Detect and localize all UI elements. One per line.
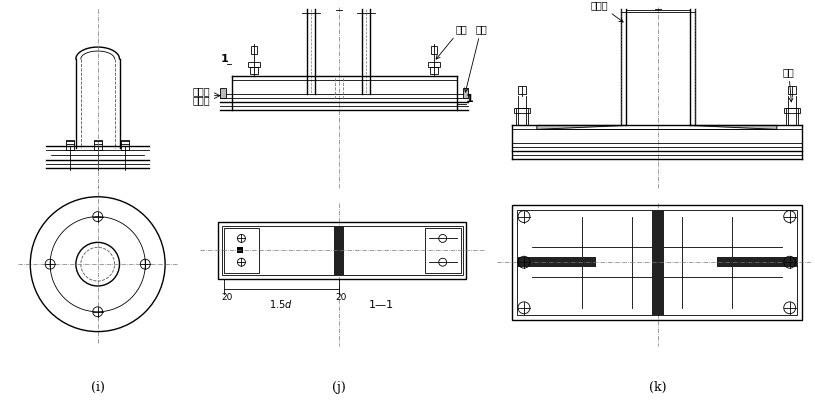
- Text: 靴架: 靴架: [436, 24, 467, 60]
- Bar: [786, 108, 798, 126]
- Text: 20: 20: [335, 292, 346, 301]
- Polygon shape: [689, 126, 777, 130]
- Bar: [430, 68, 438, 75]
- Bar: [431, 47, 437, 55]
- Bar: [249, 63, 260, 68]
- Text: (j): (j): [332, 380, 346, 393]
- Bar: [425, 228, 460, 273]
- Bar: [94, 141, 102, 151]
- Text: 垫板: 垫板: [465, 24, 487, 93]
- Bar: [121, 141, 130, 151]
- Bar: [518, 87, 526, 94]
- Text: (k): (k): [649, 380, 667, 393]
- Bar: [333, 226, 344, 275]
- Polygon shape: [537, 126, 626, 130]
- Bar: [514, 108, 530, 114]
- Bar: [516, 108, 528, 126]
- Bar: [251, 47, 258, 55]
- Text: 箱形柱: 箱形柱: [591, 0, 623, 23]
- Text: 靴架: 靴架: [783, 67, 795, 103]
- Text: 1.5$d$: 1.5$d$: [269, 297, 293, 309]
- Bar: [652, 210, 663, 315]
- Bar: [717, 257, 796, 267]
- Bar: [784, 108, 800, 114]
- Bar: [218, 222, 466, 279]
- Text: 1—1: 1—1: [368, 299, 394, 309]
- Bar: [237, 248, 244, 254]
- Bar: [250, 68, 258, 75]
- Bar: [219, 89, 226, 98]
- Bar: [222, 226, 463, 275]
- Bar: [517, 210, 796, 315]
- Text: 锚栓支: 锚栓支: [192, 85, 209, 95]
- Text: 20: 20: [221, 292, 232, 301]
- Text: (i): (i): [90, 380, 104, 393]
- Bar: [223, 228, 259, 273]
- Bar: [428, 63, 440, 68]
- Bar: [512, 205, 802, 320]
- Text: 1: 1: [465, 93, 474, 103]
- Bar: [788, 87, 795, 94]
- Text: 承托座: 承托座: [192, 95, 209, 105]
- Bar: [66, 141, 74, 151]
- Bar: [517, 257, 597, 267]
- Bar: [463, 89, 469, 98]
- Text: 1: 1: [221, 54, 228, 64]
